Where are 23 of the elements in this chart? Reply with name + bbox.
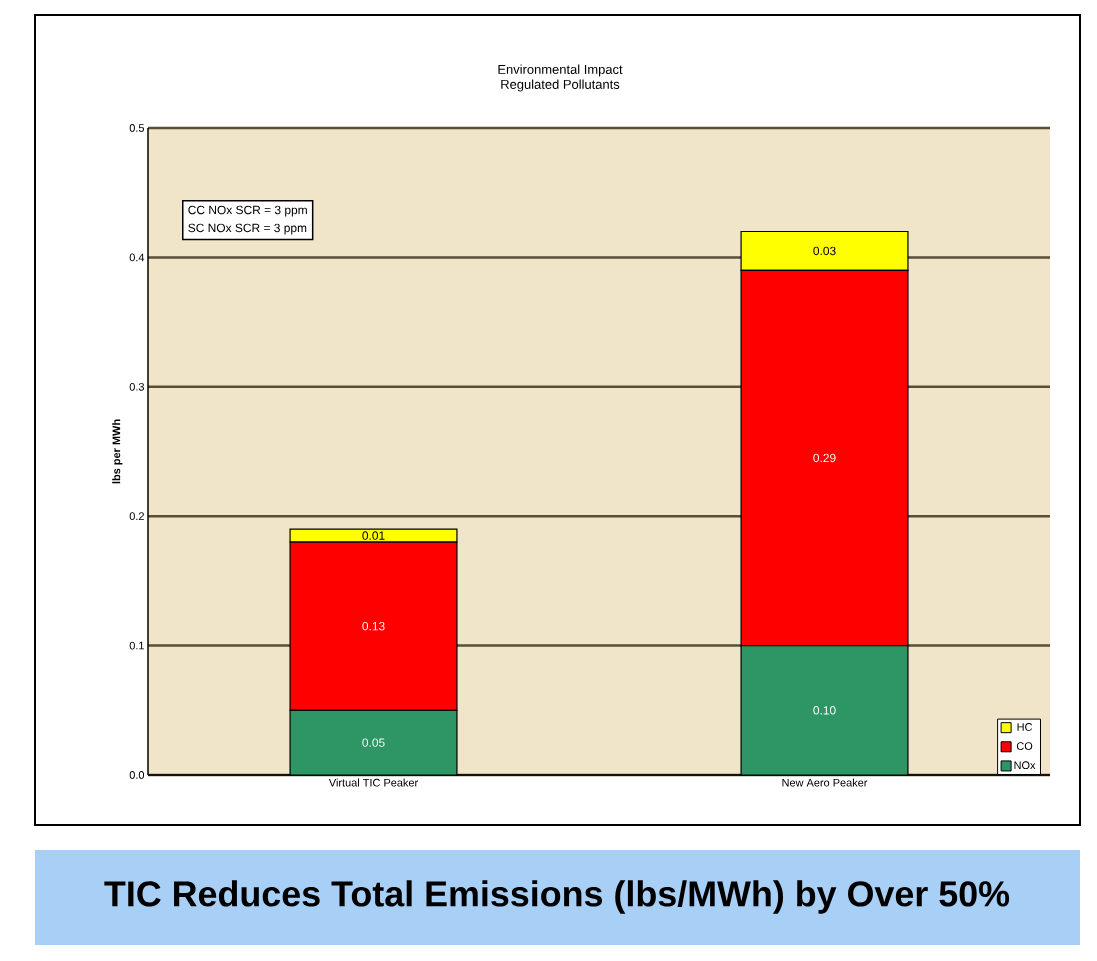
- chart-subtitle: Regulated Pollutants: [501, 79, 620, 92]
- legend-label: CO: [1016, 742, 1033, 750]
- annotation: CC NOx SCR = 3 ppm: [188, 205, 307, 217]
- y-tick-label: 0.0: [129, 771, 145, 779]
- annotation: SC NOx SCR = 3 ppm: [188, 223, 307, 235]
- y-tick-label: 0.1: [129, 641, 144, 650]
- data-label: 0.29: [813, 453, 836, 463]
- x-tick-label: Virtual TIC Peaker: [328, 778, 418, 787]
- y-axis-title: lbs per MWh: [112, 419, 123, 484]
- y-tick-label: 0.4: [129, 253, 145, 262]
- data-label: 0.05: [362, 738, 385, 747]
- x-tick-label: New Aero Peaker: [782, 778, 868, 787]
- legend-label: NOx: [1014, 761, 1036, 770]
- y-tick-label: 0.2: [129, 512, 144, 521]
- y-tick-label: 0.5: [129, 124, 145, 132]
- text: TIC Reduces Total Emissions (lbs/MWh) by Over 50%: [104, 880, 1010, 914]
- data-label: 0.01: [362, 531, 385, 540]
- data-label: 0.10: [813, 706, 836, 715]
- legend-label: HC: [1017, 723, 1033, 731]
- y-tick-label: 0.3: [129, 382, 144, 391]
- chart-title: Environmental Impact: [498, 64, 623, 77]
- data-label: 0.13: [362, 621, 385, 631]
- data-label: 0.03: [813, 246, 836, 256]
